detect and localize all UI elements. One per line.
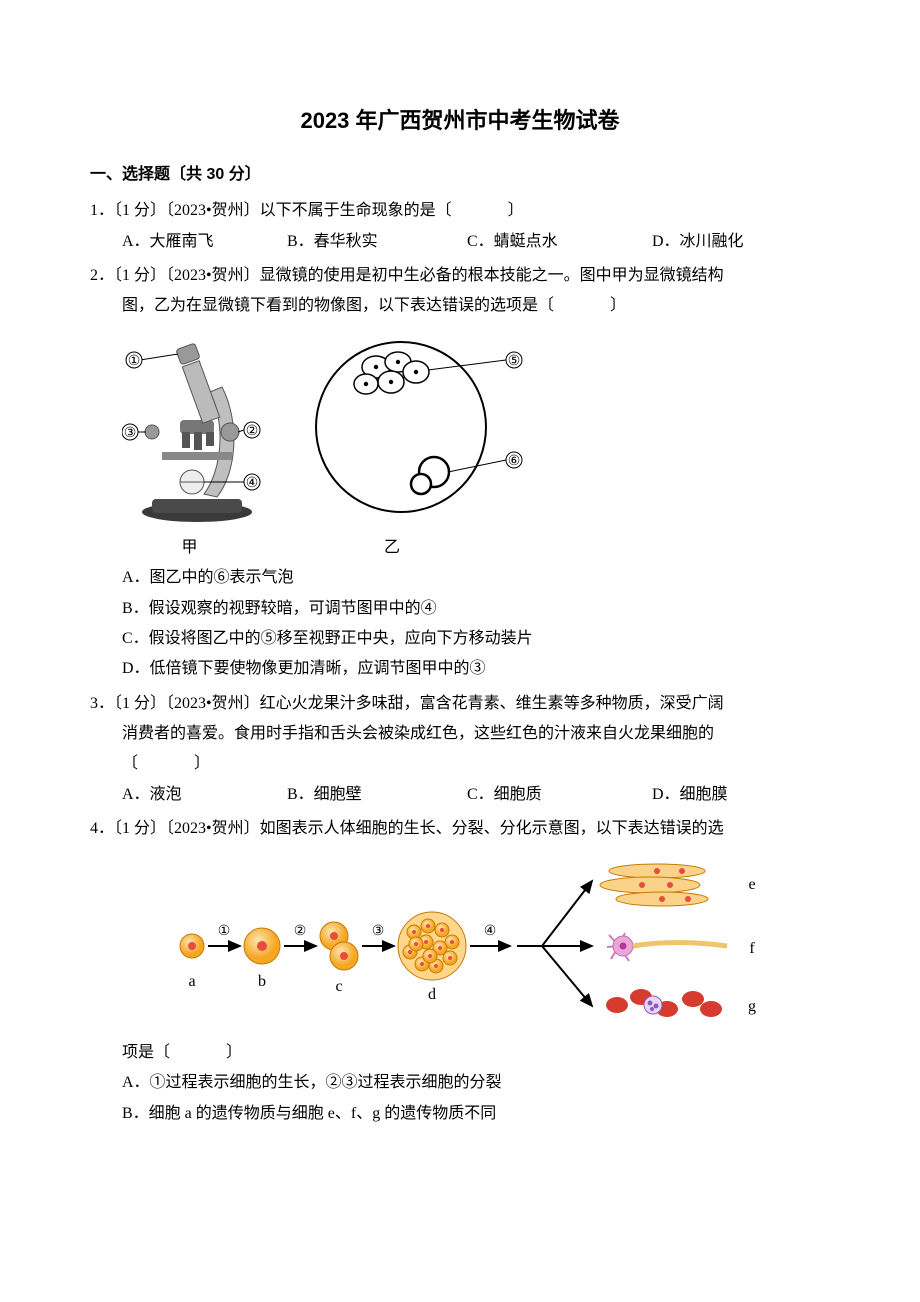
q4-stem-line1: 4．〔1 分〕〔2023•贺州〕如图表示人体细胞的生长、分裂、分化示意图，以下表… (90, 814, 830, 844)
q2-label-left: 甲 (122, 533, 257, 563)
q2-fig-labels: 甲 乙 (90, 533, 830, 563)
mark-1: ① (218, 924, 231, 939)
q4-figure: ① ② ③ (90, 851, 830, 1032)
label-e: e (748, 876, 755, 893)
mark-1: ① (128, 354, 141, 369)
q1-opt-d: D．冰川融化 (652, 227, 744, 257)
q2-opt-b: B．假设观察的视野较暗，可调节图甲中的④ (90, 594, 830, 624)
page-title: 2023 年广西贺州市中考生物试卷 (90, 100, 830, 142)
blank-paren: 〔 〕 (538, 297, 634, 314)
q1-opt-a: A．大雁南飞 (122, 227, 287, 257)
q2-opt-d: D．低倍镜下要使物像更加清晰，应调节图甲中的③ (90, 654, 830, 684)
section-heading: 一、选择题〔共 30 分〕 (90, 160, 830, 190)
q3-stem-line1: 3．〔1 分〕〔2023•贺州〕红心火龙果汁多味甜，富含花青素、维生素等多种物质… (90, 689, 830, 719)
mark-2: ② (294, 924, 307, 939)
q3-opt-c: C．细胞质 (467, 780, 652, 810)
label-b: b (258, 973, 266, 990)
q1-opt-c: C．蜻蜓点水 (467, 227, 652, 257)
field-of-view-figure: ⑤ ⑥ (306, 332, 536, 527)
mark-3: ③ (372, 924, 385, 939)
exam-page: 2023 年广西贺州市中考生物试卷 一、选择题〔共 30 分〕 1．〔1 分〕〔… (0, 0, 920, 1193)
q2-opt-c: C．假设将图乙中的⑤移至视野正中央，应向下方移动装片 (90, 624, 830, 654)
mark-3: ③ (124, 426, 137, 441)
label-g: g (748, 998, 756, 1015)
q2-stem-line2: 图，乙为在显微镜下看到的物像图，以下表达错误的选项是〔 〕 (90, 291, 830, 321)
q4-stem2-text: 项是 (122, 1044, 154, 1061)
microscope-figure: ① ② ③ ④ (122, 332, 272, 527)
q2-figure: ① ② ③ ④ (90, 332, 830, 527)
q4-stem-line2: 项是〔 〕 (90, 1038, 830, 1068)
q3-opt-d: D．细胞膜 (652, 780, 728, 810)
mark-2: ② (246, 424, 259, 439)
q2-stem-line1: 2．〔1 分〕〔2023•贺州〕显微镜的使用是初中生必备的根本技能之一。图中甲为… (90, 261, 830, 291)
blank-paren: 〔 〕 (154, 1044, 250, 1061)
label-c: c (335, 978, 342, 995)
mark-6: ⑥ (508, 454, 521, 469)
q2-stem2-text: 图，乙为在显微镜下看到的物像图，以下表达错误的选项是 (122, 297, 538, 314)
label-d: d (428, 986, 436, 1003)
question-3: 3．〔1 分〕〔2023•贺州〕红心火龙果汁多味甜，富含花青素、维生素等多种物质… (90, 689, 830, 811)
mark-4: ④ (246, 476, 259, 491)
q3-stem-line2: 消费者的喜爱。食用时手指和舌头会被染成红色，这些红色的汁液来自火龙果细胞的 (90, 719, 830, 749)
blank-paren: 〔 〕 (436, 202, 532, 219)
label-f: f (749, 940, 755, 957)
q3-opt-b: B．细胞壁 (287, 780, 467, 810)
q3-blank: 〔 〕 (90, 749, 830, 779)
q4-opt-a: A．①过程表示细胞的生长，②③过程表示细胞的分裂 (90, 1068, 830, 1098)
question-1: 1．〔1 分〕〔2023•贺州〕以下不属于生命现象的是〔 〕 A．大雁南飞 B．… (90, 196, 830, 257)
q3-opt-a: A．液泡 (122, 780, 287, 810)
cell-division-figure: ① ② ③ (122, 851, 782, 1021)
question-4: 4．〔1 分〕〔2023•贺州〕如图表示人体细胞的生长、分裂、分化示意图，以下表… (90, 814, 830, 1129)
q1-options: A．大雁南飞 B．春华秋实 C．蜻蜓点水 D．冰川融化 (90, 227, 830, 257)
q1-stem-text: 1．〔1 分〕〔2023•贺州〕以下不属于生命现象的是 (90, 202, 436, 219)
q1-opt-b: B．春华秋实 (287, 227, 467, 257)
q2-opt-a: A．图乙中的⑥表示气泡 (90, 563, 830, 593)
q3-options: A．液泡 B．细胞壁 C．细胞质 D．细胞膜 (90, 780, 830, 810)
q4-opt-b: B．细胞 a 的遗传物质与细胞 e、f、g 的遗传物质不同 (90, 1099, 830, 1129)
q2-label-right: 乙 (287, 533, 497, 563)
mark-4: ④ (484, 924, 497, 939)
q1-stem: 1．〔1 分〕〔2023•贺州〕以下不属于生命现象的是〔 〕 (90, 196, 830, 226)
question-2: 2．〔1 分〕〔2023•贺州〕显微镜的使用是初中生必备的根本技能之一。图中甲为… (90, 261, 830, 685)
label-a: a (188, 973, 195, 990)
mark-5: ⑤ (508, 354, 521, 369)
blank-paren: 〔 〕 (122, 755, 218, 772)
